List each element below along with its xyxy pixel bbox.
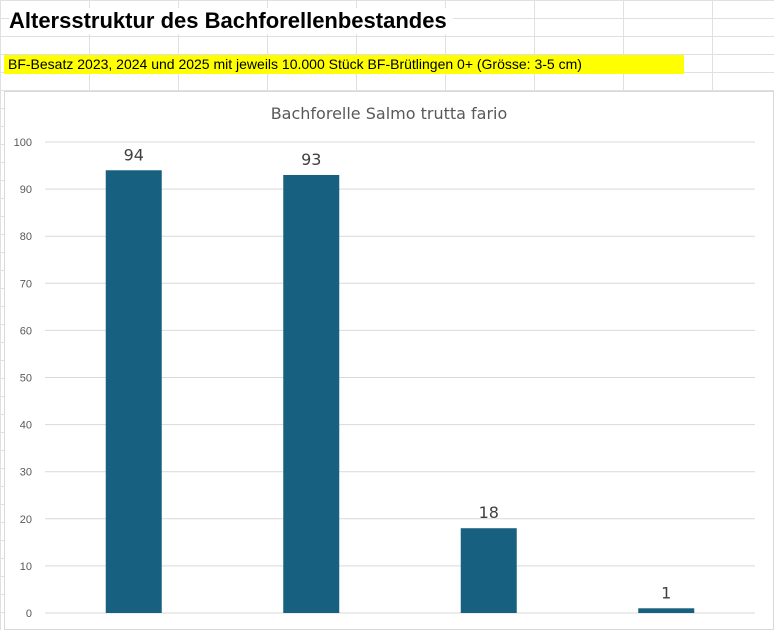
y-tick-label: 90 (20, 184, 32, 196)
bar-chart: 0 10 20 30 40 50 60 70 80 90 100 94 93 18 1 (14, 137, 755, 620)
y-tick-label: 70 (20, 278, 32, 290)
y-tick-label: 30 (20, 467, 32, 479)
chart-area[interactable]: Bachforelle Salmo trutta fario 0 10 20 30 40… (4, 91, 774, 630)
y-tick-label: 20 (20, 514, 32, 526)
sheet-title: Altersstruktur des Bachforellenbestandes (9, 8, 453, 34)
bar-data-label: 18 (479, 503, 499, 522)
sheet-subtitle: BF-Besatz 2023, 2024 und 2025 mit jeweil… (4, 55, 684, 74)
y-tick-label: 60 (20, 325, 32, 337)
y-tick-label: 50 (20, 373, 32, 385)
y-tick-label: 40 (20, 420, 32, 432)
bar-data-label: 93 (301, 150, 321, 169)
bar[interactable] (638, 608, 695, 613)
y-tick-label: 10 (20, 561, 32, 573)
y-tick-label: 80 (20, 231, 32, 243)
y-tick-label: 0 (26, 608, 32, 620)
bars (105, 170, 695, 613)
chart-title: Bachforelle Salmo trutta fario (270, 104, 508, 123)
bar[interactable] (460, 528, 517, 613)
bar[interactable] (105, 170, 162, 613)
bar-data-label: 1 (661, 583, 671, 602)
y-axis-ticks: 0 10 20 30 40 50 60 70 80 90 100 (14, 137, 32, 620)
gridlines (45, 141, 755, 614)
bar-data-label: 94 (124, 145, 144, 164)
bar[interactable] (283, 174, 340, 613)
data-labels: 94 93 18 1 (124, 145, 672, 602)
y-tick-label: 100 (14, 137, 32, 149)
